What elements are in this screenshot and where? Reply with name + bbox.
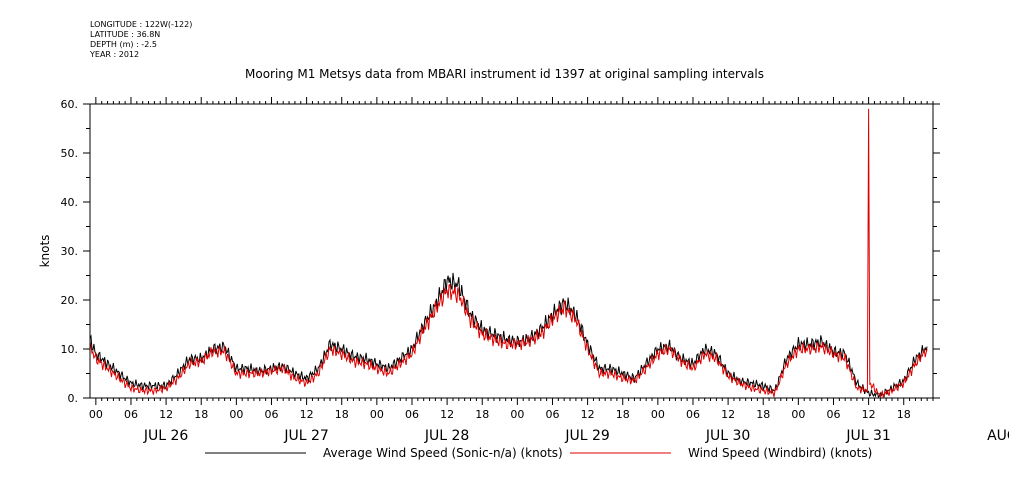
y-axis-label: knots [38,235,52,268]
x-hour-label: 06 [405,408,419,421]
x-hour-label: 06 [124,408,138,421]
x-day-label: JUL 31 [845,428,890,444]
x-hour-label: 12 [721,408,735,421]
year-label: YEAR : 2012 [90,50,140,59]
x-hour-label: 18 [756,408,770,421]
series-average-wind-speed-line [89,272,928,398]
x-hour-label: 18 [897,408,911,421]
metadata-block: LONGITUDE : 122W(-122) LATITUDE : 36.8N … [90,20,192,60]
y-tick-label: 20. [61,294,79,307]
legend-label-average: Average Wind Speed (Sonic-n/a) (knots) [323,446,563,460]
y-tick-label: 40. [61,196,79,209]
chart-title: Mooring M1 Metsys data from MBARI instru… [245,67,764,81]
x-hour-label: 12 [159,408,173,421]
x-hour-label: 12 [581,408,595,421]
longitude-label: LONGITUDE : 122W(-122) [90,20,193,29]
x-day-label: JUL 29 [564,428,609,444]
x-day-label: JUL 27 [283,428,328,444]
x-hour-label: 00 [229,408,243,421]
y-tick-label: 30. [61,245,79,258]
y-tick-label: 50. [61,147,79,160]
x-hour-label: 18 [475,408,489,421]
x-hour-label: 00 [510,408,524,421]
x-day-label: JUL 30 [705,428,750,444]
axes-layer: 0. 10. 20. 30. 40. 50. 60. 00 06 12 18 00 06 12 18 00 06… [61,97,1009,444]
x-hour-label: 12 [440,408,454,421]
series-windbird-wind-speed-line [89,108,928,399]
plot-frame [89,103,934,399]
x-hour-label: 00 [89,408,103,421]
x-hour-label: 12 [862,408,876,421]
y-tick-label: 0. [68,392,79,405]
y-tick-label: 10. [61,343,79,356]
x-hour-label: 18 [194,408,208,421]
x-day-label: AUG 1 [987,428,1009,444]
x-hour-label: 00 [791,408,805,421]
x-hour-label: 06 [264,408,278,421]
x-hour-label: 18 [335,408,349,421]
series-layer [89,108,928,399]
x-hour-label: 06 [545,408,559,421]
x-hour-label: 12 [300,408,314,421]
depth-label: DEPTH (m) : -2.5 [90,40,157,49]
x-hour-label: 06 [686,408,700,421]
x-hour-label: 18 [616,408,630,421]
x-day-label: JUL 26 [143,428,189,444]
legend: Average Wind Speed (Sonic-n/a) (knots) W… [205,446,872,460]
x-hour-label: 00 [651,408,665,421]
x-hour-label: 00 [370,408,384,421]
y-tick-label: 60. [61,98,79,111]
x-day-label: JUL 28 [424,428,469,444]
legend-label-windbird: Wind Speed (Windbird) (knots) [688,446,872,460]
latitude-label: LATITUDE : 36.8N [90,30,161,39]
x-hour-label: 06 [826,408,840,421]
